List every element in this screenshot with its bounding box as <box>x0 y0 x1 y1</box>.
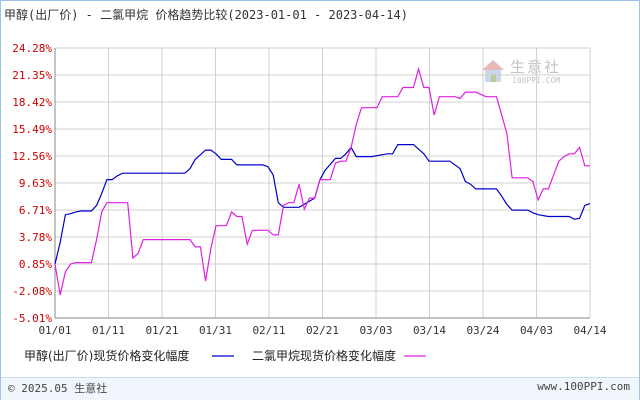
y-tick-label: 12.56% <box>12 150 52 163</box>
footer-copyright: © 2025.05 生意社 <box>8 382 108 395</box>
x-tick-label: 04/03 <box>520 324 553 337</box>
y-tick-label: 9.63% <box>19 177 52 190</box>
x-tick-label: 03/24 <box>466 324 499 337</box>
y-tick-labels: 24.28% 21.35% 18.42% 15.49% 12.56% 9.63% 6.71%… <box>12 42 52 325</box>
y-tick-label: 0.85% <box>19 258 52 271</box>
x-tick-labels: 01/01 01/11 01/21 01/31 02/11 02/21 03/03 03/14… <box>38 324 606 337</box>
footer-bar <box>1 377 639 400</box>
chart-title: 甲醇(出厂价) - 二氯甲烷 价格趋势比较(2023-01-01 - 2023-… <box>4 8 408 22</box>
y-tick-label: -5.01% <box>12 312 52 325</box>
x-tick-label: 04/14 <box>573 324 606 337</box>
y-tick-label: 15.49% <box>12 123 52 136</box>
y-tick-label: 18.42% <box>12 96 52 109</box>
x-tick-label: 01/11 <box>92 324 125 337</box>
x-tick-label: 02/21 <box>306 324 339 337</box>
x-tick-label: 01/01 <box>38 324 71 337</box>
series-lines <box>54 66 591 296</box>
house-logo-icon <box>482 60 504 82</box>
x-tick-label: 01/21 <box>145 324 178 337</box>
grid-lines <box>54 47 591 319</box>
x-tick-label: 03/03 <box>359 324 392 337</box>
footer-site-link[interactable]: www.100PPI.com <box>537 380 630 393</box>
y-tick-label: 6.71% <box>19 204 52 217</box>
y-tick-label: -2.08% <box>12 285 52 298</box>
y-tick-label: 21.35% <box>12 69 52 82</box>
watermark-name: 生意社 <box>510 58 562 76</box>
y-tick-label: 24.28% <box>12 42 52 55</box>
legend: 甲醇(出厂价)现货价格变化幅度 二氯甲烷现货价格变化幅度 <box>24 348 426 363</box>
legend-label-1: 甲醇(出厂价)现货价格变化幅度 <box>24 348 189 363</box>
x-tick-label: 01/31 <box>199 324 232 337</box>
x-tick-label: 02/11 <box>252 324 285 337</box>
y-tick-label: 3.78% <box>19 231 52 244</box>
x-tick-label: 03/14 <box>413 324 446 337</box>
legend-label-2: 二氯甲烷现货价格变化幅度 <box>252 348 396 363</box>
series-line-2 <box>54 66 590 296</box>
